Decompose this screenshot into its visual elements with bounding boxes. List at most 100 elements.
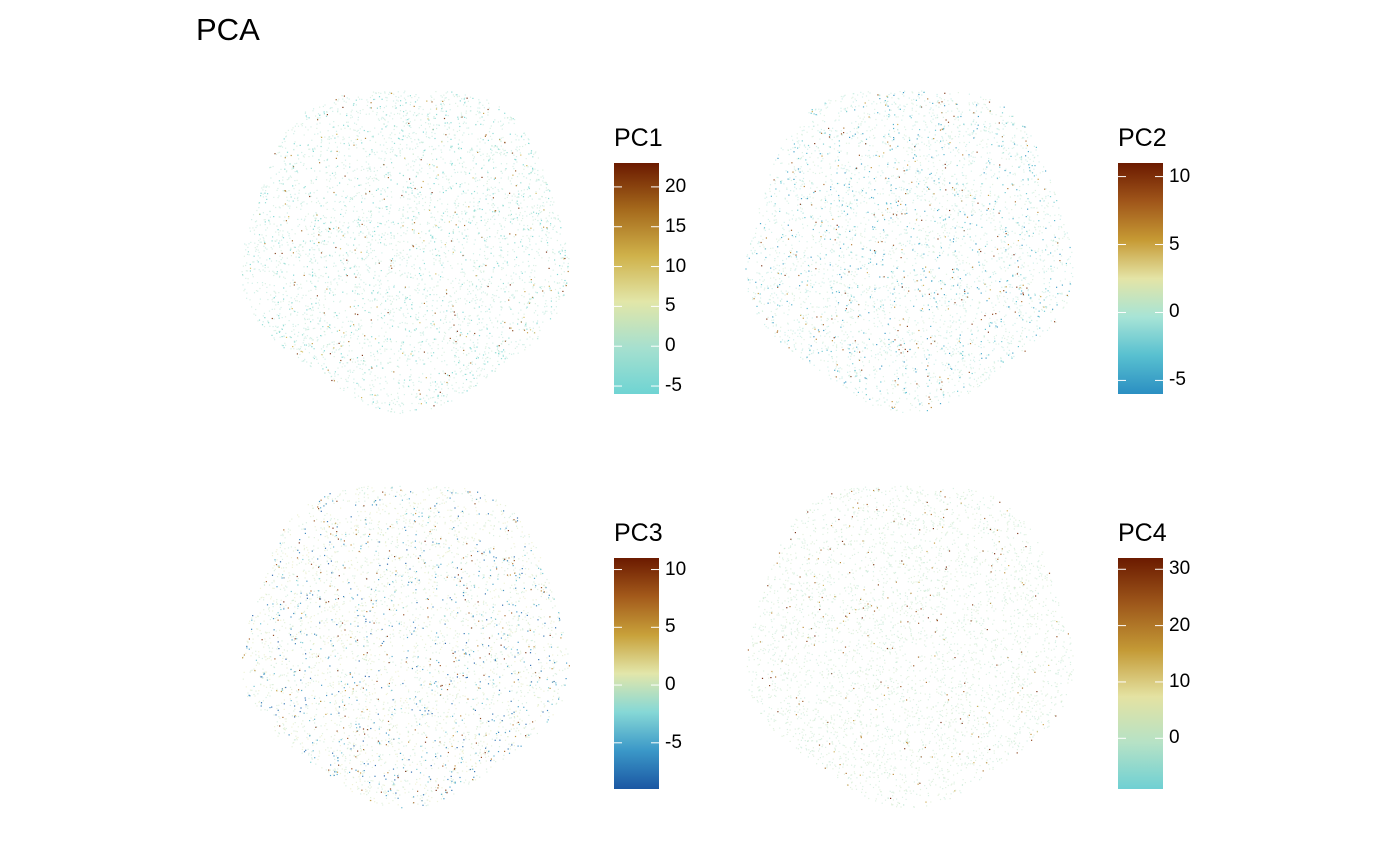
spot-point [354, 396, 356, 399]
spot-point [897, 106, 899, 109]
spot-point [509, 202, 511, 204]
spot-point [288, 190, 290, 192]
colorbar-tick-label: 15 [665, 215, 687, 237]
spot-point [497, 285, 500, 287]
spot-point [497, 344, 499, 347]
spot-point [383, 175, 385, 177]
spot-point [871, 213, 873, 215]
spot-point [528, 143, 530, 145]
spot-point [291, 308, 293, 310]
spot-point [441, 96, 443, 98]
spot-point [365, 364, 367, 366]
spot-point [254, 268, 256, 270]
spot-point [821, 323, 823, 326]
spot-point [447, 115, 449, 117]
spot-point [823, 306, 825, 308]
spot-point [257, 244, 259, 246]
spot-point [514, 265, 516, 268]
spot-point [371, 257, 374, 260]
spot-point [1042, 268, 1044, 270]
spot-point [322, 312, 324, 314]
spot-point [312, 182, 314, 184]
spot-point [394, 255, 396, 257]
spot-point [786, 293, 788, 295]
spot-point [391, 162, 393, 164]
spot-point [538, 248, 540, 250]
spot-point [390, 348, 392, 350]
spot-point [509, 323, 511, 325]
spot-point [374, 127, 376, 129]
spot-point [541, 257, 543, 259]
spot-point [510, 150, 512, 152]
spot-point [468, 386, 470, 388]
spot-point [429, 345, 431, 347]
spot-point [431, 135, 433, 137]
spot-point [899, 91, 901, 93]
spot-point [451, 147, 453, 149]
spot-point [293, 284, 295, 286]
spot-point [932, 251, 935, 253]
spot-point [523, 296, 525, 298]
spot-point [500, 278, 502, 281]
spot-point [363, 288, 365, 290]
spot-point [410, 207, 412, 209]
spot-point [471, 147, 473, 149]
spot-point [318, 231, 320, 233]
spot-point [463, 271, 465, 273]
spot-point [527, 225, 529, 227]
spot-point [450, 146, 452, 148]
spot-point [1008, 212, 1010, 214]
spot-point [564, 251, 566, 253]
spot-point [471, 193, 473, 195]
spot-point [418, 202, 420, 204]
spot-point [434, 381, 436, 383]
spot-point [258, 269, 260, 271]
spot-point [294, 246, 296, 248]
spot-point [329, 255, 331, 257]
spot-point [800, 157, 802, 160]
spot-point [919, 195, 921, 197]
spot-point [344, 205, 346, 207]
spot-point [434, 368, 436, 370]
spot-point [555, 306, 557, 308]
spot-point [343, 387, 345, 389]
spot-point [384, 119, 386, 121]
spot-point [932, 112, 934, 114]
spot-point [894, 103, 896, 105]
spot-point [529, 344, 531, 346]
spot-point [436, 127, 438, 130]
spot-point [371, 95, 373, 97]
colorbar-tick-label: 20 [665, 175, 687, 197]
spot-point [346, 262, 348, 264]
spot-point [428, 209, 430, 211]
spot-point [390, 191, 392, 193]
spot-point [430, 212, 432, 214]
spot-point [398, 96, 400, 98]
spot-point [487, 285, 489, 288]
spot-point [295, 300, 297, 302]
spot-point [458, 359, 460, 361]
spot-point [947, 253, 949, 255]
spot-point [1050, 268, 1052, 270]
spot-point [429, 389, 431, 391]
spot-point [504, 260, 506, 262]
spot-point [999, 295, 1001, 297]
spot-point [311, 337, 313, 339]
spot-point [757, 242, 759, 245]
spot-point [473, 205, 475, 207]
spot-point [369, 267, 371, 269]
spot-point [412, 382, 414, 384]
spot-point [496, 345, 498, 347]
spot-point [526, 332, 529, 334]
spot-point [489, 304, 492, 306]
spot-point [305, 344, 307, 346]
spot-point [278, 180, 280, 182]
spot-point [316, 245, 318, 247]
spot-point [528, 281, 530, 283]
spot-point [952, 372, 954, 374]
spot-point [327, 191, 329, 193]
spot-point [428, 119, 430, 121]
spot-point [357, 178, 359, 180]
spot-point [946, 208, 948, 210]
spot-point [1021, 226, 1023, 228]
